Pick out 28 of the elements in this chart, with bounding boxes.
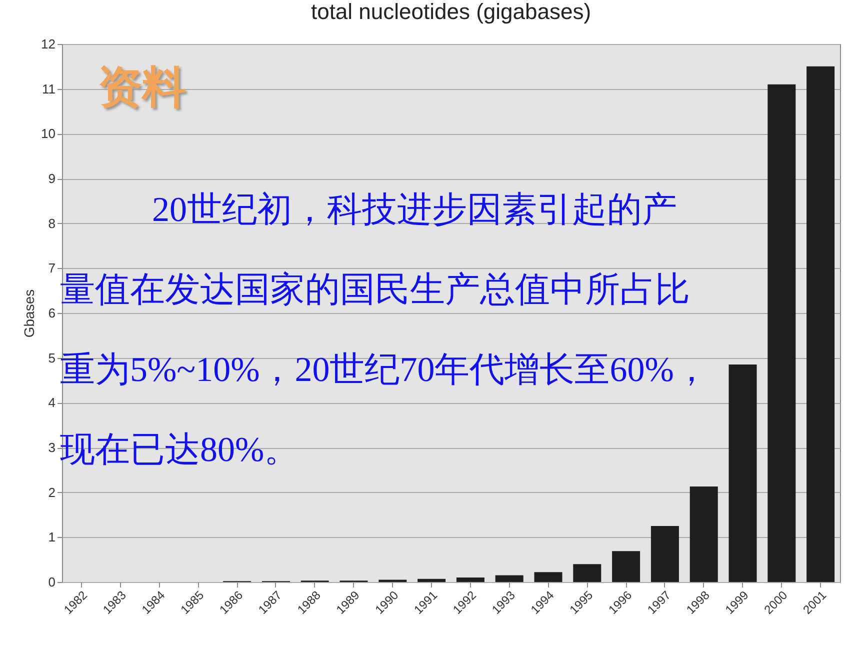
y-tick-label: 8 bbox=[48, 216, 56, 231]
y-tick-label: 3 bbox=[48, 440, 56, 455]
y-tick-label: 11 bbox=[42, 81, 56, 96]
y-tick-label: 4 bbox=[48, 395, 56, 410]
bar bbox=[573, 564, 602, 582]
y-tick-label: 10 bbox=[41, 126, 56, 142]
bar bbox=[690, 486, 718, 582]
bar bbox=[418, 578, 446, 582]
y-tick-label: 7 bbox=[48, 260, 56, 276]
bar bbox=[768, 84, 796, 582]
y-tick-label: 5 bbox=[48, 350, 56, 366]
bar bbox=[456, 578, 484, 582]
bar bbox=[728, 364, 757, 582]
bar bbox=[612, 551, 640, 582]
annotation: 资料 bbox=[98, 61, 186, 115]
bar bbox=[806, 66, 835, 582]
chart-title: total nucleotides (gigabases) bbox=[310, 0, 592, 24]
y-tick-label: 6 bbox=[48, 306, 56, 320]
bar bbox=[534, 572, 562, 582]
y-axis-title: Gbases bbox=[21, 289, 38, 338]
y-tick-label: 12 bbox=[41, 36, 56, 52]
bar bbox=[495, 575, 524, 582]
y-tick-label: 0 bbox=[48, 574, 56, 590]
y-tick-label: 9 bbox=[48, 171, 56, 186]
y-tick-label: 1 bbox=[48, 530, 56, 545]
bar bbox=[650, 526, 679, 582]
y-tick-label: 2 bbox=[48, 484, 56, 500]
annotation: 20世纪初，科技进步因素引起的产量值在发达国家的国民生产总值中所占比重为5%~10%，20世纪70年代增长至60%，现在已达80%。 bbox=[60, 189, 710, 471]
